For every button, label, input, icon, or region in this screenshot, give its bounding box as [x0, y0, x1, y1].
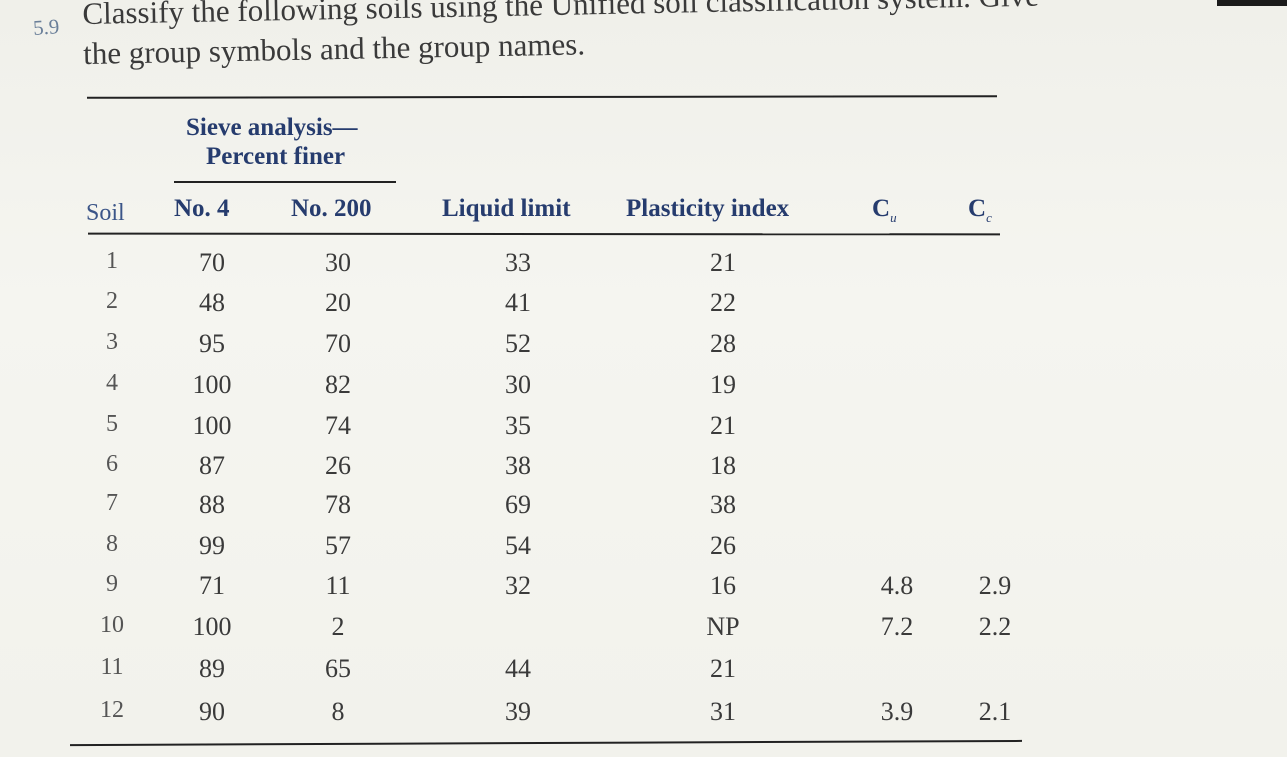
cu-symbol: C	[872, 195, 891, 222]
no200-cell: 8	[331, 697, 345, 726]
no4-cell: 89	[199, 654, 225, 683]
no4-cell: 99	[199, 531, 225, 560]
page-edge-shadow	[1217, 0, 1287, 6]
soil-number-cell: 8	[106, 531, 118, 557]
table-row: 5 100 74 35 21	[0, 411, 1287, 449]
no4-cell: 87	[199, 451, 225, 480]
table-row: 6 87 26 38 18	[0, 451, 1287, 489]
no200-cell: 30	[325, 248, 351, 277]
plasticity-index-cell: 28	[710, 329, 736, 358]
soil-number-cell: 4	[106, 370, 118, 396]
cc-subscript: c	[986, 210, 992, 225]
plasticity-index-cell: 18	[710, 451, 736, 480]
plasticity-index-cell: 22	[710, 288, 736, 317]
sieve-analysis-group-header: Sieve analysis— Percent finer	[186, 113, 358, 171]
column-header-plasticity-index: Plasticity index	[626, 195, 790, 222]
no4-cell: 100	[192, 370, 232, 399]
liquid-limit-cell: 44	[505, 654, 531, 683]
plasticity-index-cell: 21	[710, 654, 736, 683]
table-row: 8 99 57 54 26	[0, 531, 1287, 569]
cu-cell: 3.9	[880, 697, 914, 726]
no200-cell: 78	[325, 490, 351, 519]
table-top-rule	[86, 95, 998, 99]
group-header-line-1: Sieve analysis—	[186, 114, 358, 141]
no4-cell: 90	[199, 697, 225, 726]
liquid-limit-cell: 38	[505, 451, 531, 480]
soil-number-cell: 6	[106, 451, 118, 477]
table-row: 3 95 70 52 28	[0, 329, 1287, 367]
no4-cell: 100	[192, 612, 232, 641]
plasticity-index-cell: 19	[710, 370, 736, 399]
no4-cell: 70	[199, 248, 225, 277]
soil-number-cell: 3	[106, 329, 118, 355]
no200-cell: 82	[325, 370, 351, 399]
soil-number-cell: 2	[106, 288, 118, 314]
problem-number: 5.9	[32, 14, 61, 41]
column-header-no4: No. 4	[174, 195, 230, 222]
plasticity-index-cell: 21	[710, 248, 736, 277]
soil-number-cell: 10	[100, 612, 124, 638]
no200-cell: 74	[325, 411, 351, 440]
cc-cell: 2.1	[978, 697, 1012, 726]
column-header-no200: No. 200	[291, 195, 372, 222]
no4-cell: 88	[199, 490, 225, 519]
column-header-cc: Cc	[968, 195, 992, 226]
liquid-limit-cell: 30	[505, 370, 531, 399]
cu-subscript: u	[890, 210, 897, 225]
no200-cell: 26	[325, 451, 351, 480]
plasticity-index-cell: NP	[706, 612, 740, 641]
no200-cell: 65	[325, 654, 351, 683]
soil-number-cell: 5	[106, 411, 118, 437]
cu-cell: 4.8	[880, 571, 914, 600]
soil-number-cell: 9	[106, 571, 118, 597]
problem-statement: Classify the following soils using the U…	[82, 0, 1233, 74]
no200-cell: 20	[325, 288, 351, 317]
no200-cell: 70	[325, 329, 351, 358]
table-row: 12 90 8 39 31 3.9 2.1	[0, 697, 1287, 735]
cc-symbol: C	[968, 195, 987, 222]
liquid-limit-cell: 69	[505, 490, 531, 519]
column-header-soil: Soil	[86, 200, 125, 226]
soil-number-cell: 11	[100, 654, 124, 680]
plasticity-index-cell: 26	[710, 531, 736, 560]
no4-cell: 71	[199, 571, 225, 600]
liquid-limit-cell: 35	[505, 411, 531, 440]
sieve-group-rule	[174, 181, 396, 183]
no200-cell: 57	[325, 531, 351, 560]
soil-number-cell: 12	[100, 697, 124, 723]
table-row: 2 48 20 41 22	[0, 288, 1287, 326]
cu-cell: 7.2	[880, 612, 914, 641]
liquid-limit-cell: 52	[505, 329, 531, 358]
liquid-limit-cell: 39	[505, 697, 531, 726]
table-header-rule	[87, 232, 1001, 236]
table-row: 7 88 78 69 38	[0, 490, 1287, 528]
plasticity-index-cell: 31	[710, 697, 736, 726]
no200-cell: 11	[325, 571, 351, 600]
soil-number-cell: 7	[106, 490, 118, 516]
liquid-limit-cell: 33	[505, 248, 531, 277]
table-bottom-rule	[70, 739, 1022, 747]
group-header-line-2: Percent finer	[206, 143, 346, 170]
table-row: 9 71 11 32 16 4.8 2.9	[0, 571, 1287, 609]
plasticity-index-cell: 38	[710, 490, 736, 519]
table-row: 1 70 30 33 21	[0, 248, 1287, 286]
cc-cell: 2.9	[978, 571, 1012, 600]
table-row: 11 89 65 44 21	[0, 654, 1287, 692]
no4-cell: 95	[199, 329, 225, 358]
liquid-limit-cell: 32	[505, 571, 531, 600]
table-row: 4 100 82 30 19	[0, 370, 1287, 408]
column-header-cu: Cu	[872, 195, 897, 226]
liquid-limit-cell: 54	[505, 531, 531, 560]
no200-cell: 2	[331, 612, 345, 641]
table-row: 10 100 2 NP 7.2 2.2	[0, 612, 1287, 650]
soil-number-cell: 1	[106, 248, 118, 274]
liquid-limit-cell: 41	[505, 288, 531, 317]
no4-cell: 100	[192, 411, 232, 440]
cc-cell: 2.2	[978, 612, 1012, 641]
column-header-liquid-limit: Liquid limit	[442, 195, 571, 222]
plasticity-index-cell: 21	[710, 411, 736, 440]
no4-cell: 48	[199, 288, 225, 317]
plasticity-index-cell: 16	[710, 571, 736, 600]
